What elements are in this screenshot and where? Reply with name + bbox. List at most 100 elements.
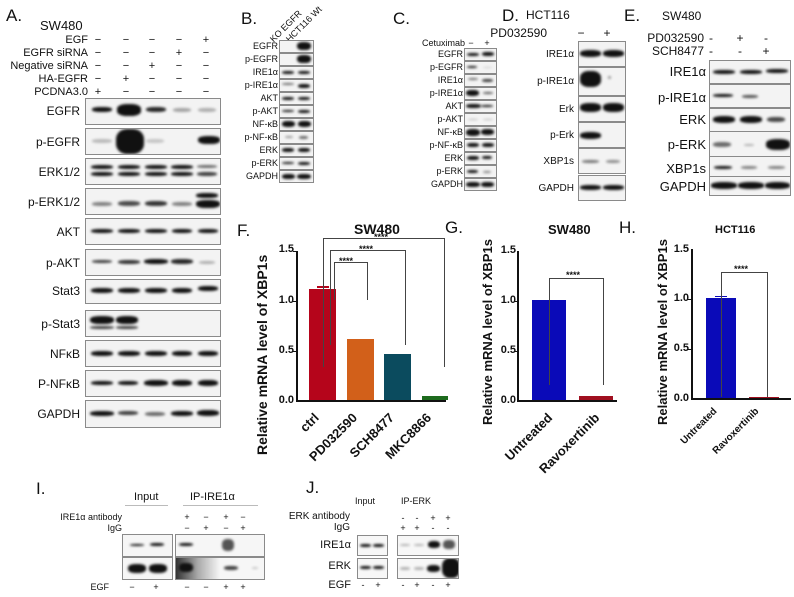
sign: + [184, 512, 190, 522]
sign: - [764, 31, 768, 45]
panel-b-label: B. [241, 9, 258, 28]
condition-label: EGFR siRNA [23, 47, 88, 59]
sign: + [445, 580, 451, 590]
panel-a-cell-line: SW480 [40, 18, 83, 33]
panel-d-cell-line: HCT116 [526, 8, 570, 22]
condition-label: ERK antibody [288, 511, 350, 522]
sign: - [361, 580, 365, 590]
blot-label: ERK1/2 [38, 165, 80, 179]
panel-g-label: G. [445, 218, 463, 237]
sign: + [414, 580, 420, 590]
plot-area: **** [519, 250, 615, 400]
blot-label: IRE1α [320, 539, 351, 551]
condition-label: SCH8477 [651, 44, 704, 58]
sign: + [445, 513, 451, 523]
sign: - [446, 523, 450, 533]
sign: − [94, 73, 102, 85]
x-category: Untreated [678, 406, 720, 447]
blot-xbp1s [578, 148, 626, 174]
blot-p-ire1a [709, 84, 791, 108]
blot-label: ERK [259, 145, 278, 155]
sign: − [202, 73, 210, 85]
y-tick: 0.5 [500, 344, 516, 356]
sign: − [202, 86, 210, 98]
blot-label: NF-κB [252, 119, 279, 129]
sign: + [736, 31, 744, 45]
blot-ip-ire1a-top [175, 534, 265, 557]
sig-stars: **** [359, 244, 374, 254]
blot-label: p-ERK1/2 [27, 195, 80, 209]
blot-label: p-IRE1α [537, 76, 574, 87]
sig-stars: **** [566, 270, 581, 280]
blot-gapdh [279, 170, 314, 183]
sign: - [415, 513, 419, 523]
condition-label: IRE1α antibody [60, 512, 122, 522]
blot-input-erk [357, 558, 388, 579]
condition-label: IgG [107, 523, 122, 533]
sign: − [223, 523, 229, 533]
group-label: IP-IRE1α [190, 491, 235, 503]
sign: - [431, 580, 435, 590]
chart-title: HCT116 [715, 224, 756, 236]
sign: − [94, 34, 102, 46]
blot-gapdh [578, 175, 626, 201]
y-tick: 0.5 [673, 342, 689, 354]
panel-a-label: A. [6, 6, 23, 25]
panel-j-label: J. [306, 478, 320, 497]
sign: − [175, 34, 183, 46]
y-tick: 0.0 [673, 392, 689, 404]
blot-stat3 [85, 279, 221, 304]
sig-bracket [721, 272, 768, 397]
blot-label: p-NF-κB [429, 140, 464, 150]
sign: − [148, 47, 156, 59]
blot-p-erk [279, 157, 314, 170]
sign: − [94, 60, 102, 72]
bar-ravoxertinib [579, 396, 613, 400]
blot-input-lower [122, 557, 173, 580]
blot-label: GAPDH [37, 407, 80, 421]
blot-label: XBP1s [543, 156, 574, 167]
sign: + [122, 73, 130, 85]
blot-label: IRE1α [437, 75, 463, 85]
sign: - [431, 523, 435, 533]
sign: − [175, 60, 183, 72]
sig-stars: **** [339, 256, 354, 266]
blot-p-akt [85, 249, 221, 276]
blot-label: AKT [56, 225, 80, 239]
blot-label: p-EGFR [244, 54, 278, 64]
condition-label: Negative siRNA [10, 60, 88, 72]
sign: − [202, 47, 210, 59]
sign: − [129, 582, 135, 592]
sign: + [202, 34, 210, 46]
blot-label: ERK [444, 153, 463, 163]
group-label: IP-ERK [401, 496, 432, 506]
chart-title: SW480 [354, 221, 400, 237]
sign: − [148, 86, 156, 98]
sign: - [709, 44, 713, 58]
panel-f-label: F. [237, 221, 251, 240]
condition-label: PD032590 [490, 26, 547, 40]
group-label: Input [355, 496, 376, 506]
blot-erk [464, 152, 497, 165]
blot-ire1a [464, 74, 497, 87]
egf-label: EGF [328, 579, 351, 591]
blot-p-ire1a [578, 67, 626, 96]
blot-ire1a [578, 41, 626, 67]
sign: − [468, 38, 474, 48]
blot-label: GAPDH [430, 179, 463, 189]
blot-egfr [85, 98, 221, 125]
blot-label: P-NFκB [38, 377, 80, 391]
sig-bracket [330, 250, 406, 345]
plot-area: **** [693, 248, 789, 398]
blot-label: GAPDH [538, 183, 574, 194]
sign: − [122, 47, 130, 59]
blot-akt [279, 92, 314, 105]
blot-nfkb [279, 118, 314, 131]
blot-label: Stat3 [51, 284, 80, 298]
blot-p-erk [709, 131, 791, 157]
sign: − [577, 26, 585, 40]
blot-egfr [279, 40, 314, 53]
blot-label: EGFR [46, 104, 80, 118]
blot-egfr [464, 48, 497, 61]
blot-label: p-IRE1α [658, 90, 706, 105]
